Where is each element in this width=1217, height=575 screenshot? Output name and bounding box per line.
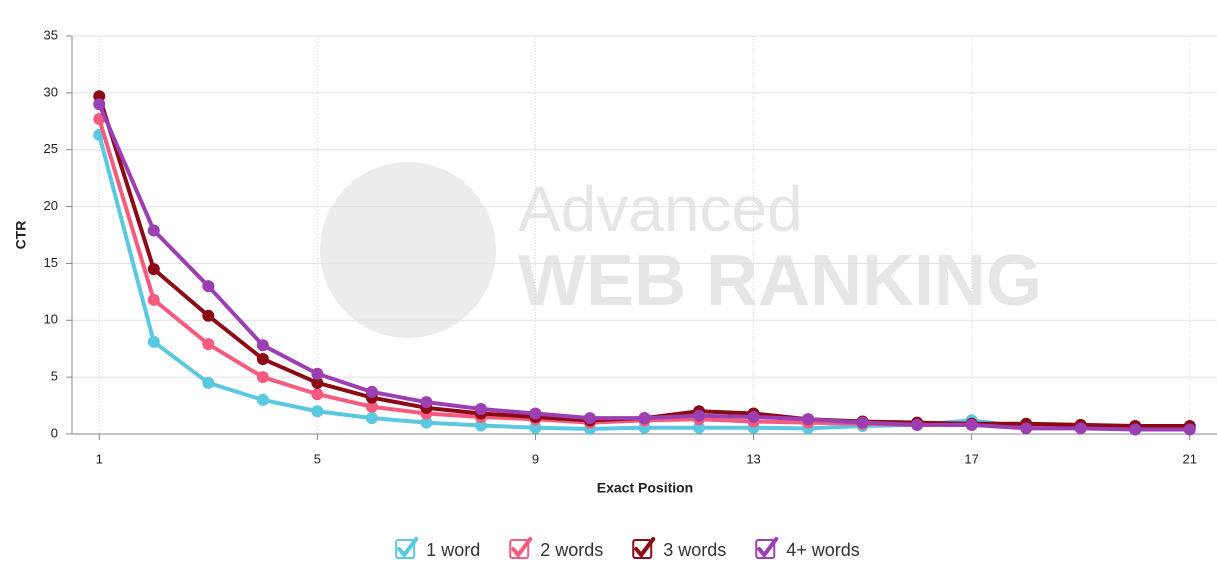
data-point (856, 416, 869, 429)
y-tick-label: 30 (44, 84, 58, 99)
legend-label: 4+ words (786, 540, 860, 560)
y-tick-label: 20 (44, 198, 58, 213)
y-axis-title: CTR (13, 221, 29, 250)
data-point (747, 410, 760, 423)
data-point (147, 224, 160, 237)
y-tick-label: 25 (44, 141, 58, 156)
data-point (365, 412, 378, 425)
data-point (147, 335, 160, 348)
data-point (256, 371, 269, 384)
data-point (202, 280, 215, 293)
data-point (202, 338, 215, 351)
watermark-globe (320, 162, 496, 338)
watermark-line-2: WEB RANKING (518, 241, 1042, 321)
data-point (93, 98, 106, 111)
legend-check (511, 537, 533, 559)
series (93, 98, 1196, 436)
x-tick-label: 1 (96, 451, 103, 466)
data-point (202, 376, 215, 389)
y-tick-label: 15 (44, 255, 58, 270)
legend-check (757, 537, 779, 559)
data-point (583, 412, 596, 425)
data-point (311, 367, 324, 380)
data-point (311, 376, 324, 389)
data-point (911, 418, 924, 431)
data-point (1074, 422, 1087, 435)
data-point (311, 405, 324, 418)
legend-label: 1 word (426, 540, 480, 560)
data-point (693, 409, 706, 422)
legend-item[interactable]: 1 word (395, 537, 480, 560)
x-tick-label: 9 (532, 451, 539, 466)
data-point (1129, 423, 1142, 436)
data-point (256, 339, 269, 352)
data-point (420, 396, 433, 409)
data-point (147, 263, 160, 276)
watermark: Advanced WEB RANKING (320, 162, 1042, 338)
watermark-line-1: Advanced (518, 173, 803, 245)
data-point (256, 352, 269, 365)
data-point (256, 393, 269, 406)
data-point (693, 421, 706, 434)
x-tick-label: 5 (314, 451, 321, 466)
data-point (202, 309, 215, 322)
legend-check (634, 537, 656, 559)
data-point (1183, 423, 1196, 436)
x-tick-label: 13 (746, 451, 760, 466)
legend-label: 3 words (663, 540, 726, 560)
data-point (420, 416, 433, 429)
legend-item[interactable]: 4+ words (755, 537, 860, 560)
data-point (365, 385, 378, 398)
legend-checkbox (395, 539, 416, 559)
y-tick-label: 35 (44, 27, 58, 42)
legend-checkbox (509, 539, 530, 559)
legend-item[interactable]: 2 words (509, 537, 603, 560)
data-point (311, 388, 324, 401)
legend: 1 word 2 words 3 words 4+ words (395, 537, 860, 560)
legend-checkbox (755, 539, 776, 559)
data-point (965, 418, 978, 431)
y-tick-label: 10 (44, 312, 58, 327)
data-point (802, 413, 815, 426)
data-point (638, 412, 651, 425)
legend-checkbox (632, 539, 653, 559)
data-point (474, 402, 487, 415)
data-point (529, 421, 542, 434)
legend-item[interactable]: 3 words (632, 537, 726, 560)
legend-label: 2 words (540, 540, 603, 560)
y-tick-label: 0 (51, 425, 58, 440)
data-point (147, 293, 160, 306)
x-axis-title: Exact Position (597, 480, 693, 496)
x-tick-label: 17 (964, 451, 978, 466)
data-point (1020, 422, 1033, 435)
data-point (529, 407, 542, 420)
data-point (474, 419, 487, 432)
data-point (365, 400, 378, 413)
legend-check (397, 537, 419, 559)
x-tick-label: 21 (1183, 451, 1197, 466)
y-tick-label: 5 (51, 369, 58, 384)
